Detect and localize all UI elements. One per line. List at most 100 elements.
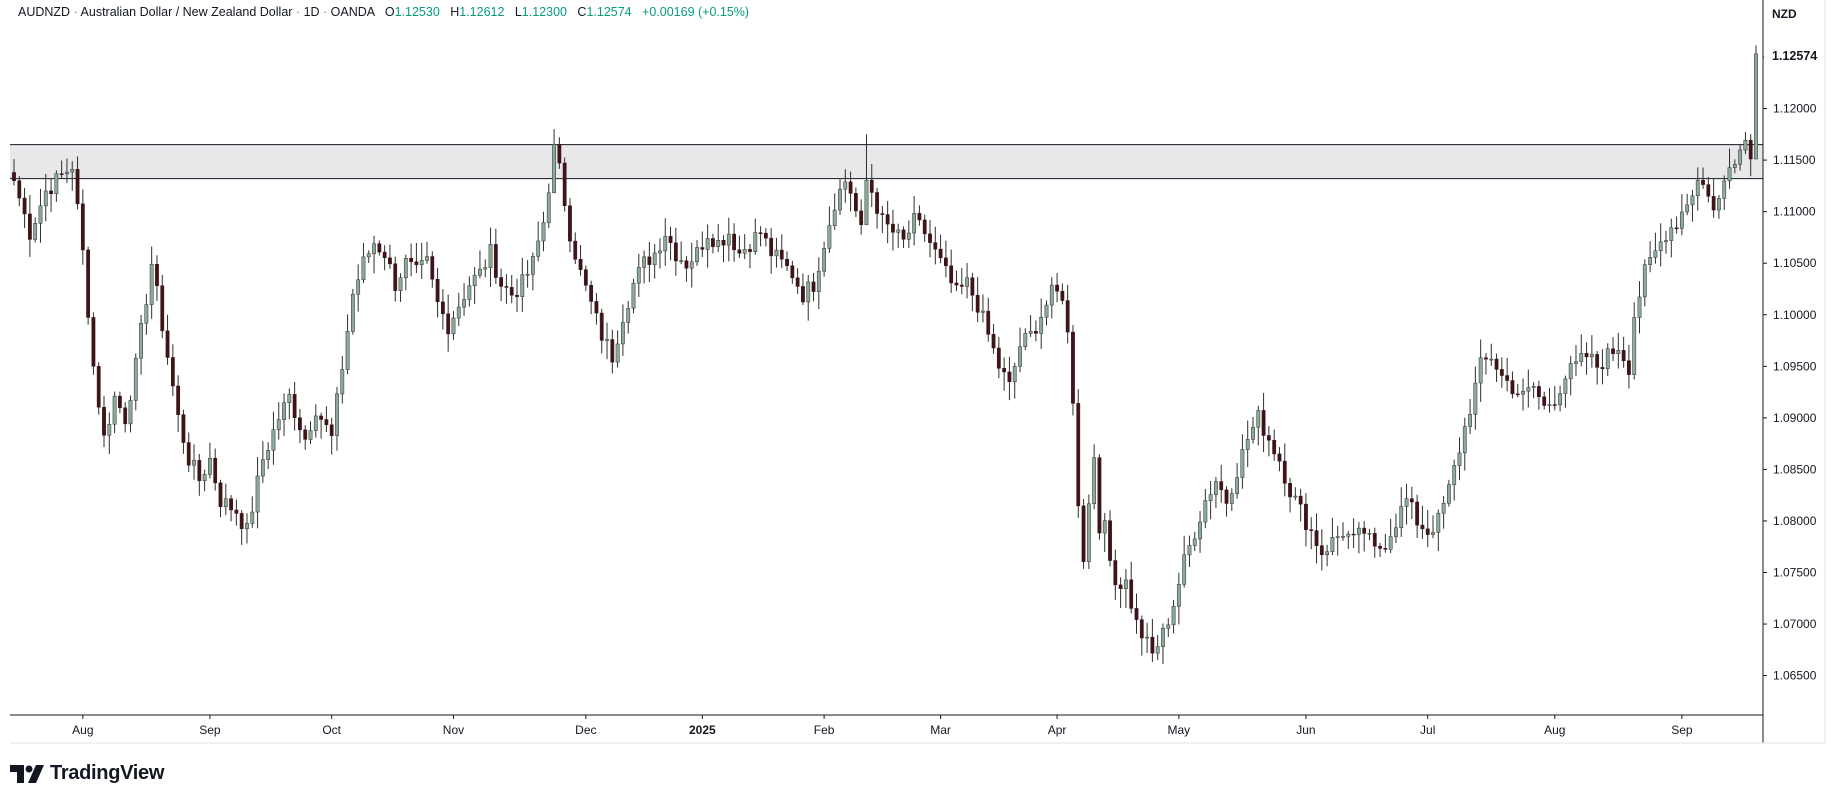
symbol-ticker[interactable]: AUDNZD: [18, 5, 71, 19]
candle-body-up: [287, 394, 292, 403]
candle-body-down: [1224, 489, 1229, 504]
candle: [1653, 232, 1658, 264]
candle: [515, 278, 519, 313]
candle-body-down: [763, 232, 768, 239]
price-axis[interactable]: 1.06500 1.07000 1.07500 1.08000 1.08500 1.090…: [1763, 50, 1817, 683]
candle: [986, 297, 991, 342]
candle-body-up: [403, 258, 408, 279]
candle-body-up: [1679, 211, 1684, 229]
tradingview-logo-icon: [10, 764, 44, 783]
candle: [1701, 167, 1705, 189]
candle: [451, 311, 456, 340]
candle-body-up: [1155, 646, 1160, 654]
candle-body-up: [1447, 484, 1451, 504]
time-axis[interactable]: Aug Sep Oct Nov Dec 2025 Feb Mar Apr May Jun Jul Aug…: [72, 715, 1693, 737]
brand-logo[interactable]: TradingView: [10, 762, 164, 785]
candle-body-up: [695, 247, 699, 263]
candle: [345, 314, 350, 375]
candle-body-down: [22, 197, 27, 215]
candle: [128, 395, 133, 433]
open-label: O: [384, 5, 395, 19]
candle: [954, 270, 959, 292]
candle-body-up: [1394, 527, 1398, 537]
candle-body-down: [1378, 546, 1382, 549]
candle-body-up: [636, 267, 641, 284]
candle: [790, 260, 795, 284]
candle: [1542, 391, 1547, 410]
candle-body-up: [54, 173, 59, 194]
candle: [1187, 535, 1192, 567]
candle: [594, 292, 599, 325]
candle-body-up: [1436, 512, 1441, 533]
candle-body-up: [1208, 494, 1213, 501]
change-value: +0.00169 (+0.15%): [642, 5, 750, 19]
candle-body-up: [483, 267, 488, 270]
candle: [255, 456, 260, 529]
candle-body-down: [1415, 501, 1420, 526]
candle-body-up: [456, 306, 461, 319]
candle: [1240, 434, 1245, 489]
candle-body-down: [996, 347, 1001, 369]
candle: [943, 240, 948, 278]
candle: [1309, 517, 1314, 550]
candle-body-up: [1356, 527, 1361, 535]
candle: [393, 256, 398, 302]
candle: [356, 264, 361, 312]
candle: [1505, 357, 1510, 392]
currency-label[interactable]: NZD: [1772, 7, 1797, 21]
candle-body-down: [748, 249, 752, 252]
candle-body-up: [33, 223, 38, 240]
separator-dot: ·: [295, 5, 304, 19]
low-value: 1.12300: [521, 5, 567, 19]
candle: [398, 273, 403, 302]
candle: [1330, 517, 1335, 556]
candle: [1695, 167, 1700, 211]
candle-body-up: [822, 248, 827, 272]
candle-body-up: [419, 260, 424, 266]
candle: [965, 262, 969, 299]
candle-body-up: [1018, 346, 1022, 367]
candle-body-up: [1367, 533, 1372, 535]
candle-body-down: [610, 339, 615, 363]
candle-body-down: [1425, 528, 1430, 535]
candle-body-up: [652, 252, 657, 265]
candle: [1616, 332, 1621, 369]
candle-body-up: [1457, 452, 1462, 466]
candle-body-down: [1621, 350, 1626, 361]
symbol-legend[interactable]: AUDNZD · Australian Dollar / New Zealand…: [18, 5, 749, 19]
candle: [1113, 549, 1118, 600]
candle: [260, 441, 265, 483]
candle: [1335, 525, 1340, 556]
time-tick-label: May: [1168, 723, 1191, 737]
candle: [785, 251, 789, 271]
candle-body-up: [1632, 317, 1637, 375]
candle-body-up: [208, 457, 212, 475]
plot-area-background: [10, 0, 1763, 715]
candle: [478, 250, 482, 279]
candle-body-down: [504, 286, 509, 288]
candle-body-down: [197, 460, 202, 481]
candle-body-up: [38, 205, 43, 224]
candle-body-up: [753, 232, 758, 252]
interval-label[interactable]: 1D: [303, 5, 320, 19]
candle-body-down: [673, 242, 678, 262]
candle-body-down: [599, 312, 604, 341]
candle: [1086, 494, 1091, 570]
candle-body-up: [133, 357, 138, 401]
candle: [493, 228, 498, 285]
candle: [605, 322, 609, 360]
candle-body-up: [1648, 257, 1652, 265]
candle: [499, 268, 504, 302]
time-tick-label: Aug: [1544, 723, 1565, 737]
candle: [155, 255, 159, 301]
candle: [1203, 488, 1208, 529]
support-resistance-zone-layer: [10, 144, 1763, 180]
candle-body-down: [568, 205, 572, 242]
candle: [266, 442, 271, 470]
candle: [880, 205, 885, 233]
candle-body-up: [1028, 331, 1033, 334]
candle-body-down: [440, 301, 445, 314]
candle: [1097, 454, 1102, 540]
candle-body-up: [1478, 357, 1483, 384]
